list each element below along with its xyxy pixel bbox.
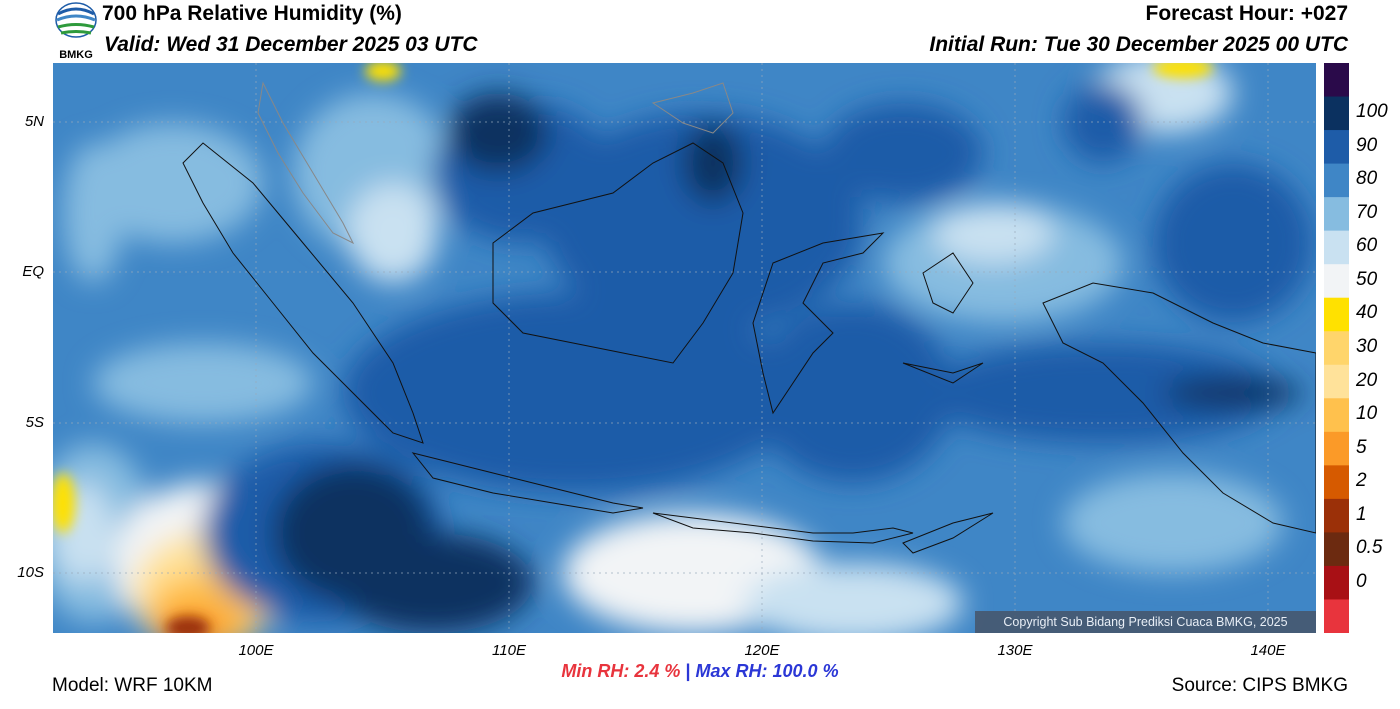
colorbar-segment (1324, 130, 1349, 165)
max-rh-label: Max RH: 100.0 % (695, 661, 839, 681)
lat-label-10s: 10S (17, 564, 44, 581)
lon-label-110e: 110E (492, 642, 526, 659)
lon-label-140e: 140E (1250, 642, 1286, 659)
initial-run: Initial Run: Tue 30 December 2025 00 UTC (929, 33, 1348, 56)
colorbar-label: 2 (1356, 470, 1367, 492)
svg-text:BMKG: BMKG (59, 49, 93, 60)
source-label: Source: CIPS BMKG (1171, 675, 1348, 696)
colorbar-segment (1324, 63, 1349, 98)
colorbar-label: 0 (1356, 570, 1367, 592)
colorbar-segment (1324, 197, 1349, 232)
rh-stats: Min RH: 2.4 % | Max RH: 100.0 % (0, 661, 1400, 682)
colorbar-label: 100 (1356, 101, 1388, 123)
lat-label-eq: EQ (22, 263, 44, 280)
colorbar-segment (1324, 565, 1349, 600)
stats-separator: | (685, 661, 691, 681)
lat-label-5n: 5N (24, 113, 44, 130)
colorbar-label: 1 (1356, 503, 1367, 525)
colorbar-segment (1324, 398, 1349, 433)
colorbar-label: 70 (1356, 201, 1378, 223)
colorbar-label: 20 (1356, 369, 1378, 391)
colorbar-segment (1324, 96, 1349, 131)
colorbar-segment (1324, 498, 1349, 533)
colorbar-label: 50 (1356, 268, 1378, 290)
colorbar-segment (1324, 465, 1349, 500)
copyright-label: Copyright Sub Bidang Prediksi Cuaca BMKG… (975, 611, 1316, 633)
lat-label-5s: 5S (25, 414, 44, 431)
lon-label-100e: 100E (238, 642, 274, 659)
colorbar-segment (1324, 431, 1349, 466)
colorbar-segment (1324, 297, 1349, 332)
min-rh-label: Min RH: (561, 661, 630, 681)
humidity-map (33, 53, 1317, 653)
colorbar-segment (1324, 264, 1349, 299)
valid-time: Valid: Wed 31 December 2025 03 UTC (104, 33, 478, 56)
lon-label-130e: 130E (997, 642, 1033, 659)
colorbar-label: 40 (1356, 302, 1378, 324)
colorbar-segment (1324, 163, 1349, 198)
colorbar-segment (1324, 230, 1349, 265)
colorbar-segment (1324, 364, 1349, 399)
colorbar-label: 5 (1356, 436, 1367, 458)
colorbar-label: 30 (1356, 336, 1378, 357)
bmkg-logo: BMKG (52, 2, 100, 61)
min-rh-value: 2.4 % (634, 661, 681, 681)
colorbar-label: 80 (1356, 168, 1378, 190)
colorbar-segment (1324, 532, 1349, 567)
colorbar-label: 90 (1356, 134, 1378, 156)
colorbar-label: 10 (1356, 403, 1378, 425)
colorbar-segment (1324, 331, 1349, 366)
colorbar-segment (1324, 599, 1349, 634)
lon-label-120e: 120E (744, 642, 780, 659)
colorbar (1324, 63, 1349, 634)
model-label: Model: WRF 10KM (52, 675, 213, 696)
colorbar-label: 60 (1356, 235, 1378, 257)
map-title: 700 hPa Relative Humidity (%) (102, 2, 402, 25)
forecast-hour: Forecast Hour: +027 (1145, 2, 1349, 25)
colorbar-label: 0.5 (1356, 537, 1383, 559)
